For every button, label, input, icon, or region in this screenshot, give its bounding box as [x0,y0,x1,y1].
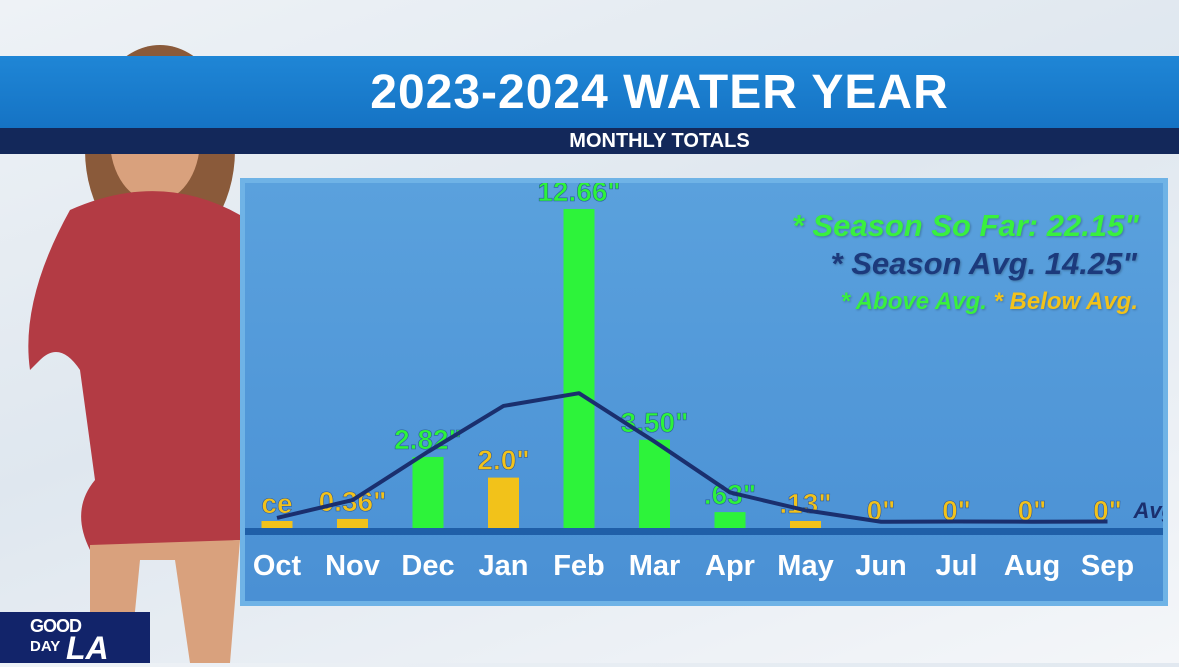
chart-title: 2023-2024 WATER YEAR [370,65,949,119]
baseline [245,528,1163,535]
tick-label-apr: Apr [705,550,755,582]
tick-label-jan: Jan [479,550,529,582]
data-label-apr: .63" [704,479,756,510]
bar-may [790,521,821,528]
legend-above-avg: * Above Avg. [840,288,987,315]
station-logo: GOOD DAY LA [0,612,150,666]
legend-season-avg: * Season Avg. 14.25" [830,246,1137,281]
title-bar: 2023-2024 WATER YEAR [0,56,1179,128]
data-label-may: .13" [779,488,831,519]
tick-label-mar: Mar [629,550,681,582]
data-label-jan: 2.0" [477,445,529,476]
bar-nov [337,518,368,528]
tick-label-jun: Jun [855,550,907,582]
tick-label-jul: Jul [936,550,978,582]
chart-svg: ceOct0.36"Nov2.82"Dec2.0"Jan12.66"Feb3.5… [245,183,1164,582]
logo-text-day: DAY [30,638,61,655]
logo-text-good: GOOD [30,616,82,636]
avg-line [276,391,1108,524]
legend-season-so-far: * Season So Far: 22.15" [791,208,1139,243]
bar-dec [412,456,444,528]
bar-jan [488,477,519,528]
data-label-mar: 3.50" [621,407,689,438]
tick-label-nov: Nov [325,550,380,582]
bar-apr [714,512,746,528]
avg-line-label: Avg. [1133,498,1164,523]
tick-label-feb: Feb [553,550,605,582]
bar-feb [563,208,595,528]
logo-text-la: LA [66,630,109,666]
tick-label-may: May [777,550,833,582]
legend-below-avg: * Below Avg. [993,288,1138,315]
tick-label-aug: Aug [1004,550,1060,582]
tick-label-dec: Dec [401,550,454,582]
bar-oct [261,521,293,528]
chart-panel: ce Oct 0.36" Nov 2.82" Dec 2.0" Jan 12.66" Feb 3.5… [240,178,1168,606]
tick-label-sep: Sep [1081,550,1134,582]
data-label-feb: 12.66" [537,183,620,207]
subtitle-bar: MONTHLY TOTALS [0,128,1179,154]
chart-subtitle: MONTHLY TOTALS [569,129,750,152]
tick-label-oct: Oct [253,550,302,582]
bar-mar [639,439,670,528]
legend-key: * Above Avg. * Below Avg. [841,288,1138,316]
